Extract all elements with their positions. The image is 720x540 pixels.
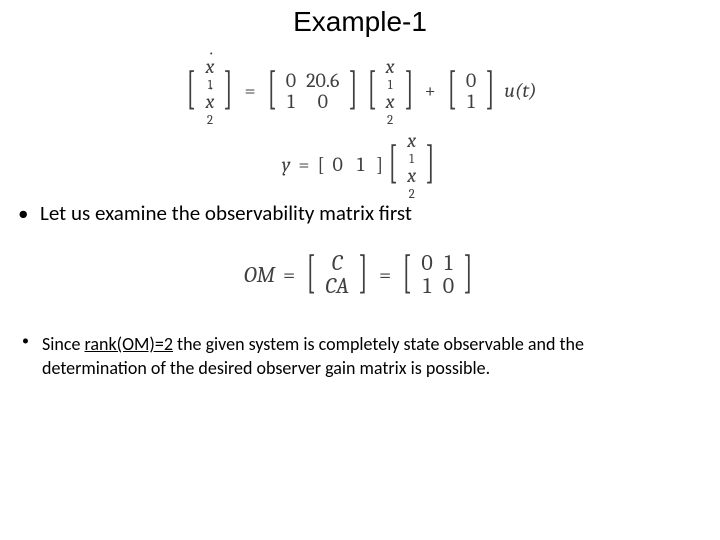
OMv-r1c1: 0 [421,252,432,275]
bullet-rank-conclusion: •Since rank(OM)=2 the given system is co… [22,332,702,381]
OMv-r1c2: 1 [444,252,452,275]
C-c1: 0 [326,153,348,176]
A-r1c1: 0 [286,70,296,91]
bullet-observability: •Let us examine the observability matrix… [18,200,698,226]
A-r1c2: 20.6 [306,70,339,91]
rank-text: rank(OM)=2 [85,333,173,355]
B-r2: 1 [467,91,474,112]
OMv-r2c1: 1 [423,275,431,298]
OMv-r2c2: 0 [443,275,454,298]
var-y: y [282,153,291,176]
bullet-dot-icon: • [18,200,40,226]
var-OM: OM [244,262,275,288]
bullet-dot-icon: • [22,332,42,351]
A-r2c1: 1 [287,91,294,112]
equation-observability-matrix: OM = [ C CA ] = [ 0 1 1 0 ] [0,252,720,298]
OM-bot: CA [325,275,349,298]
slide-title: Example-1 [0,6,720,38]
var-x1dot: x [206,56,215,77]
A-r2c2: 0 [318,91,328,112]
slide: Example-1 [ x1 x2 ] = [ 0 1 20.6 0 ] [ x… [0,0,720,540]
C-c2: 1 [351,153,374,176]
B-r1: 0 [466,70,476,91]
OM-top: C [332,252,343,275]
equation-output: y = [ 0 1 ] [ x1 x2 ] [0,130,720,199]
input-u: u(t) [500,79,536,102]
var-x2dot: x [206,91,215,112]
equation-state-dynamics: [ x1 x2 ] = [ 0 1 20.6 0 ] [ x1 x2 ] [0,56,720,125]
